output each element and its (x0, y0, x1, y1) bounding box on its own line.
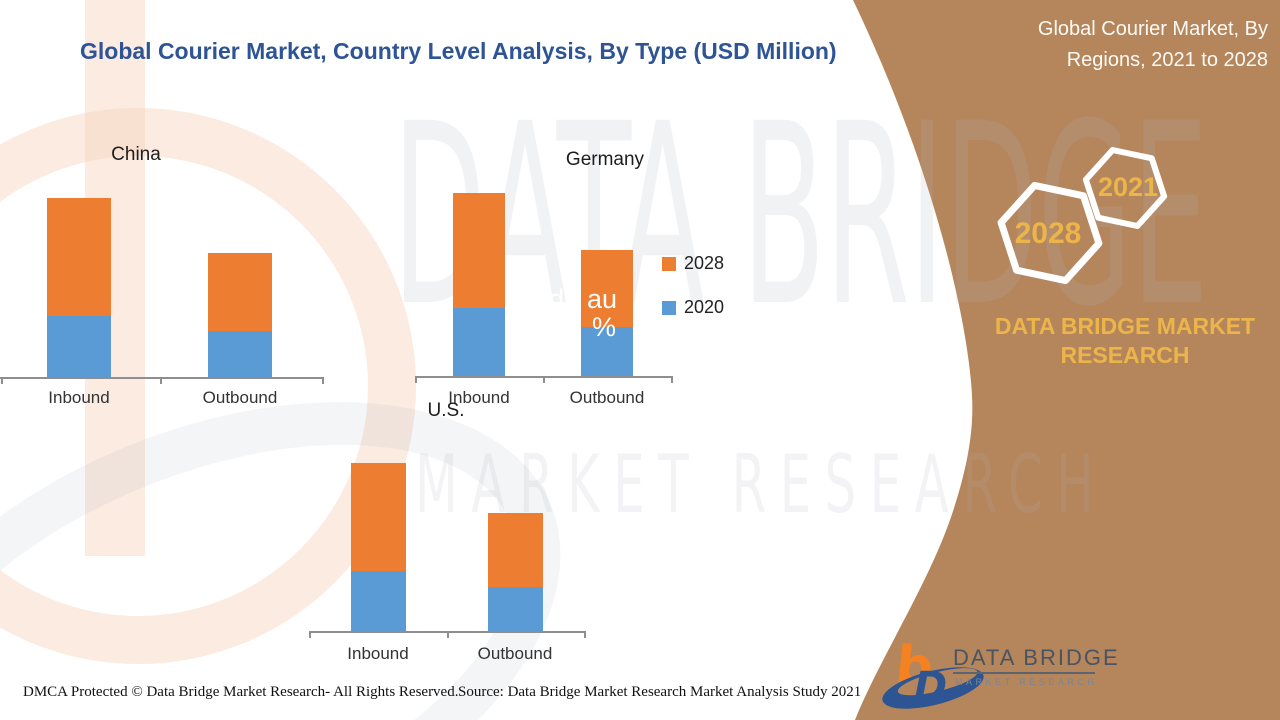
legend-label-2020: 2020 (684, 297, 725, 317)
logo-wordmark: DATA BRIDGE (953, 645, 1120, 670)
category-label-germany-outbound: Outbound (569, 388, 645, 407)
sidebar-header: Global Courier Market, By Regions, 2021 … (928, 14, 1268, 76)
bar-germany-inbound-2020 (453, 308, 505, 376)
axis-tick-china (160, 377, 162, 384)
logo-subtext: MARKET RESEARCH (955, 677, 1098, 687)
svg-text:D: D (914, 664, 947, 710)
bar-us-inbound-2020 (350, 571, 406, 631)
bar-germany-outbound-2020 (581, 327, 633, 376)
hexagon-2028-year: 2028 (1015, 217, 1082, 250)
bar-china-inbound-2020 (47, 316, 111, 377)
hexagon-2021 (1082, 146, 1168, 230)
legend-swatch-2020 (662, 301, 676, 315)
chart-title-china: China (111, 144, 161, 165)
axis-tick-china (322, 377, 324, 384)
hexagon-2021-year: 2021 (1098, 172, 1158, 202)
category-label-us-inbound: Inbound (347, 644, 409, 663)
bar-us-outbound-2020 (487, 587, 543, 631)
brand-line2: RESEARCH (1060, 342, 1190, 368)
axis-tick-germany (415, 376, 417, 383)
category-label-china-inbound: Inbound (48, 388, 110, 407)
brand-line1: DATA BRIDGE MARKET (994, 313, 1256, 339)
category-label-germany-inbound: Inbound (448, 388, 510, 407)
axis-tick-us (309, 631, 311, 638)
bar-china-outbound-2020 (208, 331, 272, 377)
bar-germany-inbound-2028 (453, 193, 505, 308)
legend-swatch-2028 (662, 257, 676, 271)
bar-us-outbound-2028 (487, 513, 543, 587)
legend-label-2028: 2028 (684, 253, 725, 273)
axis-tick-china (1, 377, 3, 384)
page-title: Global Courier Market, Country Level Ana… (80, 38, 837, 64)
footer-dmca-text: DMCA Protected © Data Bridge Market Rese… (23, 684, 459, 700)
category-label-us-outbound: Outbound (477, 644, 553, 663)
hexagon-2028 (997, 181, 1103, 285)
bar-germany-outbound-2028 (581, 250, 633, 327)
bar-china-inbound-2028 (47, 198, 111, 316)
footer-source-text: Source: Data Bridge Market Research Mark… (458, 684, 862, 700)
axis-tick-us (584, 631, 586, 638)
chart-title-germany: Germany (565, 149, 645, 170)
category-label-china-outbound: Outbound (202, 388, 278, 407)
white-text-fragment: % (592, 312, 617, 342)
brand-text: DATA BRIDGE MARKET RESEARCH (985, 312, 1265, 370)
logo-divider (953, 672, 1095, 674)
data-bridge-logo-icon: b D (882, 636, 984, 710)
axis-tick-germany (671, 376, 673, 383)
bar-us-inbound-2028 (350, 463, 406, 571)
axis-tick-germany (543, 376, 545, 383)
white-text-fragment: od (534, 284, 565, 314)
axis-tick-us (447, 631, 449, 638)
sidebar-header-line2: Regions, 2021 to 2028 (1066, 49, 1268, 71)
bar-china-outbound-2028 (208, 253, 272, 331)
white-text-fragment: au (587, 284, 618, 314)
chart-title-us: U.S. (427, 400, 465, 421)
sidebar-header-line1: Global Courier Market, By (1037, 18, 1268, 40)
timeline-hexagons: 2028 2021 (997, 146, 1168, 285)
